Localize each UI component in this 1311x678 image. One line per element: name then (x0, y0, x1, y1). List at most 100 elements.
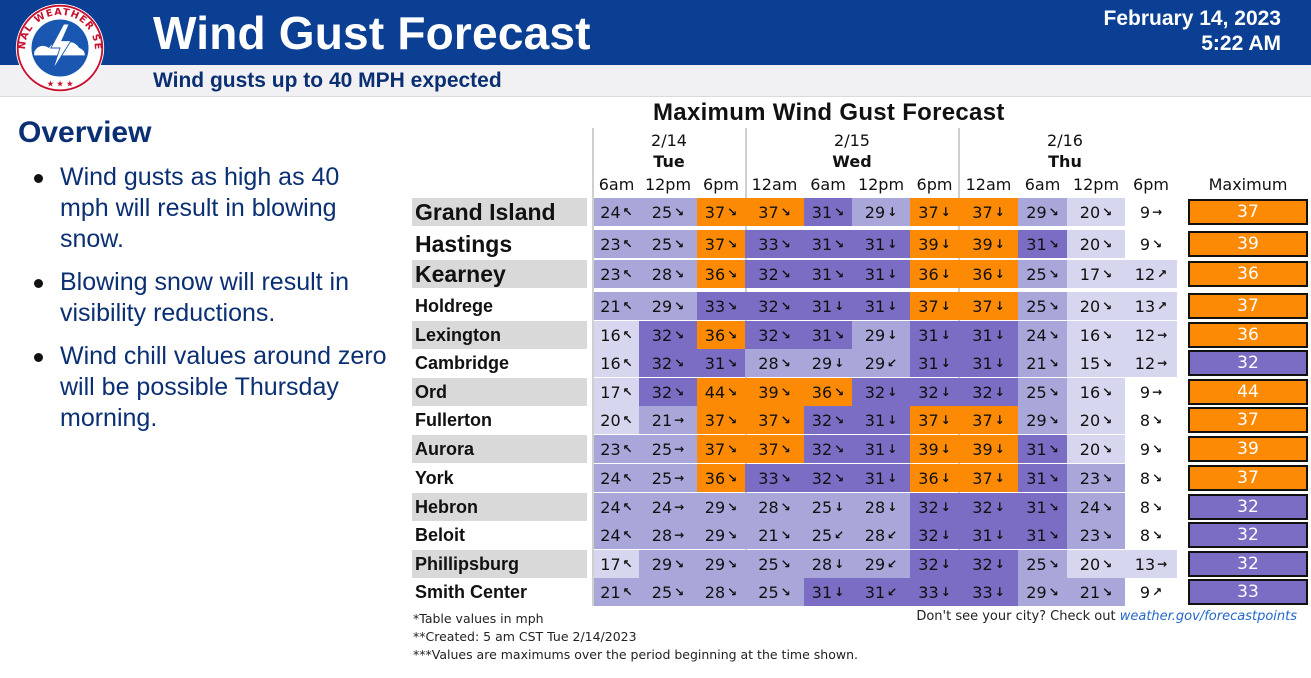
gust-cell: 29 ↙ (852, 550, 910, 578)
city-name: Ord (412, 378, 587, 406)
wind-direction-icon: ↓ (994, 557, 1005, 571)
gust-cell: 31 ↘ (804, 260, 852, 288)
footnote: **Created: 5 am CST Tue 2/14/2023 (413, 629, 637, 644)
table-row: Ord 17 ↖ 32 ↘ 44 ↘ 39 ↘ 36 ↘ 32 ↓ 32 ↓ 32 ↓ 25 ↘ 16 ↘ 9 → 44 (412, 378, 1311, 406)
gust-value: 24 (600, 468, 621, 488)
time-label: 6pm (1133, 175, 1169, 194)
wind-direction-icon: ↘ (1152, 413, 1163, 427)
gust-cell: 20 ↘ (1067, 292, 1125, 320)
gust-cell: 24 ↖ (594, 493, 639, 521)
table-row: Hastings 23 ↖ 25 ↘ 37 ↘ 33 ↘ 31 ↘ 31 ↓ 39 ↓ 39 ↓ 31 ↘ 20 ↘ 9 ↘… (412, 230, 1311, 258)
gust-cell: 31 ↘ (1018, 493, 1067, 521)
wind-direction-icon: ↘ (1102, 237, 1113, 251)
gust-value: 39 (918, 439, 939, 459)
gust-cell: 20 ↘ (1067, 230, 1125, 258)
wind-direction-icon: ↓ (994, 267, 1005, 281)
gust-value: 20 (1079, 234, 1101, 254)
gust-value: 29 (864, 353, 886, 373)
gust-value: 20 (1079, 410, 1101, 430)
gust-value: 31 (811, 234, 833, 254)
forecast-points-link[interactable]: weather.gov/forecastpoints (1119, 609, 1297, 624)
gust-value: 32 (651, 325, 673, 345)
gust-value: 33 (918, 582, 939, 602)
gust-value: 37 (972, 410, 993, 430)
gust-cell: 9 ↘ (1125, 230, 1177, 258)
wind-direction-icon: ↘ (1102, 299, 1113, 313)
wind-direction-icon: ↘ (727, 237, 738, 251)
table-row: York 24 ↖ 25 → 36 ↘ 33 ↘ 32 ↘ 31 ↓ 36 ↓ 37 ↓ 31 ↘ 23 ↘ 8 ↘ 37 (412, 464, 1311, 492)
gust-cell: 24 ↘ (1018, 321, 1067, 349)
day-name: Tue (653, 152, 685, 171)
gust-value: 25 (651, 202, 673, 222)
maximum-cell: 32 (1188, 494, 1308, 520)
gust-cell: 28 ↘ (745, 493, 804, 521)
gust-cell: 33 ↓ (910, 578, 959, 606)
gust-value: 37 (704, 439, 726, 459)
city-name: Holdrege (412, 292, 587, 320)
wind-direction-icon: ↘ (1048, 413, 1059, 427)
gust-value: 33 (704, 296, 726, 316)
gust-value: 29 (1026, 582, 1047, 602)
gust-value: 8 (1139, 410, 1151, 430)
wind-direction-icon: ↓ (834, 356, 845, 370)
gust-cell: 23 ↖ (594, 230, 639, 258)
city-name: Hebron (412, 493, 587, 521)
gust-cell: 8 ↘ (1125, 521, 1177, 549)
maximum-cell: 37 (1188, 199, 1308, 225)
table-title: Maximum Wind Gust Forecast (653, 99, 1005, 126)
gust-value: 21 (1079, 582, 1101, 602)
day-name: Thu (1048, 152, 1082, 171)
gust-cell: 15 ↘ (1067, 349, 1125, 377)
wind-direction-icon: ↘ (834, 442, 845, 456)
wind-direction-icon: → (674, 413, 685, 427)
city-name: Hastings (412, 230, 587, 258)
gust-cell: 32 ↓ (910, 550, 959, 578)
time-label: 12am (751, 175, 798, 194)
gust-cell: 23 ↘ (1067, 464, 1125, 492)
gust-value: 25 (758, 582, 779, 602)
gust-cell: 32 ↓ (910, 493, 959, 521)
gust-cell: 37 ↘ (697, 435, 745, 463)
gust-value: 36 (972, 264, 993, 284)
gust-value: 25 (811, 497, 833, 517)
gust-value: 12 (1134, 264, 1156, 284)
gust-value: 39 (918, 234, 939, 254)
wind-direction-icon: ↓ (940, 585, 951, 599)
gust-cell: 31 ↓ (852, 435, 910, 463)
gust-cell: 23 ↖ (594, 435, 639, 463)
gust-cell: 32 ↘ (804, 406, 852, 434)
gust-cell: 25 ↘ (639, 578, 697, 606)
gust-value: 24 (1026, 325, 1047, 345)
wind-direction-icon: ↘ (1102, 500, 1113, 514)
gust-value: 25 (1026, 296, 1047, 316)
gust-value: 25 (651, 468, 673, 488)
wind-direction-icon: ↘ (1102, 356, 1113, 370)
gust-cell: 16 ↘ (1067, 378, 1125, 406)
gust-cell: 33 ↘ (697, 292, 745, 320)
wind-direction-icon: ↖ (622, 471, 633, 485)
gust-value: 13 (1134, 296, 1156, 316)
gust-cell: 37 ↓ (959, 464, 1018, 492)
wind-direction-icon: ↓ (994, 528, 1005, 542)
gust-value: 31 (811, 296, 833, 316)
wind-direction-icon: ↘ (834, 205, 845, 219)
wind-direction-icon: ↙ (887, 557, 898, 571)
gust-value: 31 (811, 264, 833, 284)
wind-direction-icon: ↓ (940, 267, 951, 281)
city-name: Kearney (412, 260, 587, 288)
gust-value: 17 (600, 382, 621, 402)
gust-cell: 28 ↘ (697, 578, 745, 606)
gust-cell: 31 ↓ (804, 292, 852, 320)
gust-cell: 31 ↘ (1018, 521, 1067, 549)
gust-cell: 31 ↘ (1018, 464, 1067, 492)
day-date: 2/14 (651, 131, 687, 150)
time-label: 12am (965, 175, 1012, 194)
column-divider (592, 128, 594, 606)
wind-direction-icon: ↘ (674, 205, 685, 219)
gust-value: 33 (758, 234, 779, 254)
gust-value: 31 (704, 353, 726, 373)
gust-cell: 8 ↘ (1125, 464, 1177, 492)
gust-value: 31 (1026, 234, 1047, 254)
gust-cell: 32 ↓ (852, 378, 910, 406)
wind-direction-icon: ↘ (727, 413, 738, 427)
